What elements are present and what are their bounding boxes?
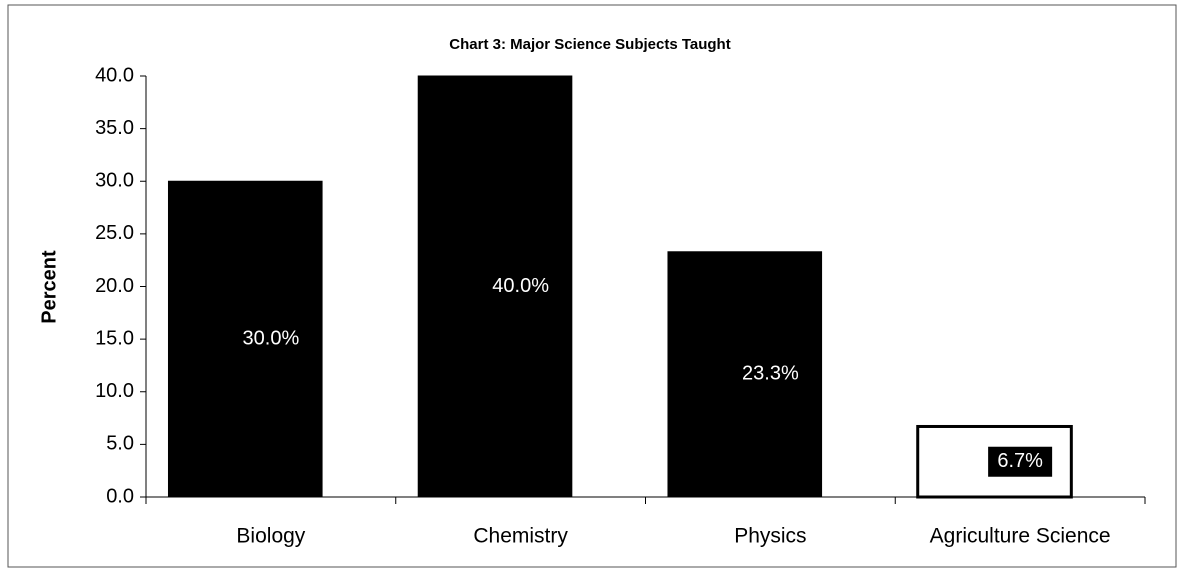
y-tick-label: 15.0	[95, 327, 134, 349]
y-tick-label: 40.0	[95, 64, 134, 86]
bar	[167, 180, 323, 498]
x-tick-label: Biology	[236, 525, 305, 548]
bar	[667, 251, 823, 498]
bar	[417, 75, 573, 498]
x-tick-label: Physics	[734, 525, 806, 548]
x-tick-label: Agriculture Science	[930, 525, 1111, 548]
y-tick-label: 5.0	[106, 433, 134, 455]
y-tick-label: 10.0	[95, 380, 134, 402]
y-tick-label: 20.0	[95, 275, 134, 297]
value-label: 23.3%	[742, 363, 799, 385]
value-label: 6.7%	[997, 450, 1043, 472]
chart-title: Chart 3: Major Science Subjects Taught	[449, 36, 730, 53]
y-tick-label: 25.0	[95, 222, 134, 244]
value-label-bg	[988, 446, 1053, 477]
y-tick-label: 35.0	[95, 117, 134, 139]
y-tick-label: 30.0	[95, 170, 134, 192]
y-tick-label: 0.0	[106, 485, 134, 507]
value-label: 40.0%	[492, 275, 549, 297]
y-axis-label: Percent	[38, 250, 60, 324]
x-tick-label: Chemistry	[473, 525, 568, 548]
value-label: 30.0%	[243, 327, 300, 349]
